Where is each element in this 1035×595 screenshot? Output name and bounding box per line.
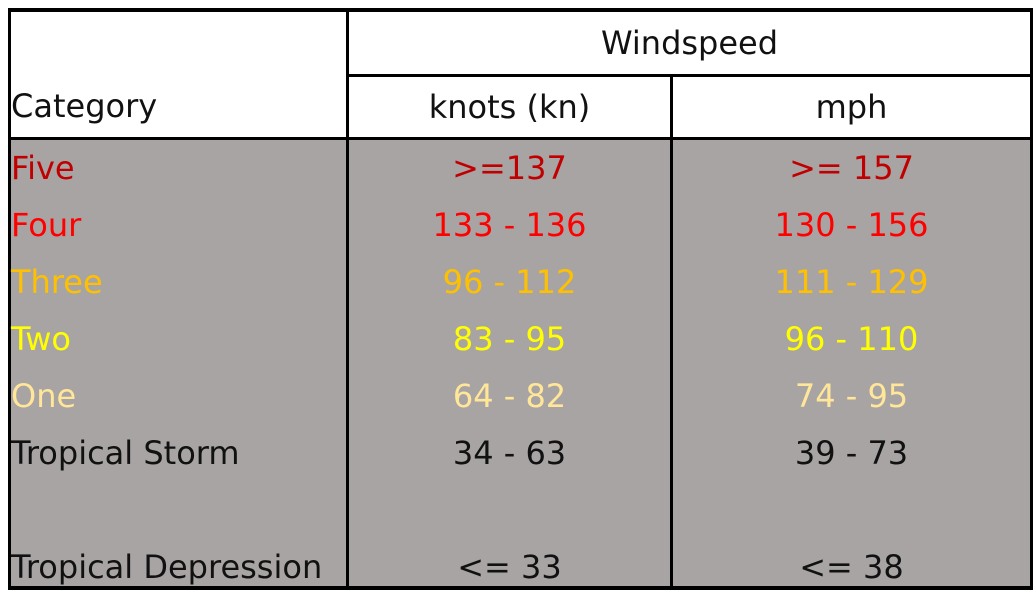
header-row-group: Windspeed: [8, 8, 1033, 77]
category-cell: Two: [8, 311, 349, 368]
knots-cell: 34 - 63: [346, 425, 673, 482]
mph-cell: 130 - 156: [670, 197, 1033, 254]
category-header: Category: [8, 75, 349, 140]
table-row: Tropical Storm 34 - 63 39 - 73: [8, 425, 1033, 482]
category-cell: Tropical Depression: [8, 482, 349, 590]
mph-cell: 111 - 129: [670, 254, 1033, 311]
table-row: Three 96 - 112 111 - 129: [8, 254, 1033, 311]
mph-header: mph: [670, 75, 1033, 140]
table-row: Five >=137 >= 157: [8, 138, 1033, 197]
knots-cell: >=137: [346, 138, 673, 197]
header-empty-cell: [8, 8, 349, 76]
mph-cell: 74 - 95: [670, 368, 1033, 425]
windspeed-header: Windspeed: [346, 8, 1033, 77]
table-row: Two 83 - 95 96 - 110: [8, 311, 1033, 368]
category-cell: Five: [8, 138, 349, 197]
mph-cell: 39 - 73: [670, 425, 1033, 482]
knots-header: knots (kn): [346, 75, 673, 140]
category-cell: Four: [8, 197, 349, 254]
category-cell: One: [8, 368, 349, 425]
table-row: Four 133 - 136 130 - 156: [8, 197, 1033, 254]
mph-cell: 96 - 110: [670, 311, 1033, 368]
knots-cell: 64 - 82: [346, 368, 673, 425]
table-row: One 64 - 82 74 - 95: [8, 368, 1033, 425]
mph-cell: <= 38: [670, 482, 1033, 590]
category-cell: Three: [8, 254, 349, 311]
windspeed-category-table: Windspeed Category knots (kn) mph Five >…: [8, 8, 1033, 590]
category-cell: Tropical Storm: [8, 425, 349, 482]
header-row-columns: Category knots (kn) mph: [8, 75, 1033, 140]
knots-cell: 133 - 136: [346, 197, 673, 254]
knots-cell: 83 - 95: [346, 311, 673, 368]
table-row: Tropical Depression <= 33 <= 38: [8, 482, 1033, 590]
knots-cell: <= 33: [346, 482, 673, 590]
knots-cell: 96 - 112: [346, 254, 673, 311]
mph-cell: >= 157: [670, 138, 1033, 197]
